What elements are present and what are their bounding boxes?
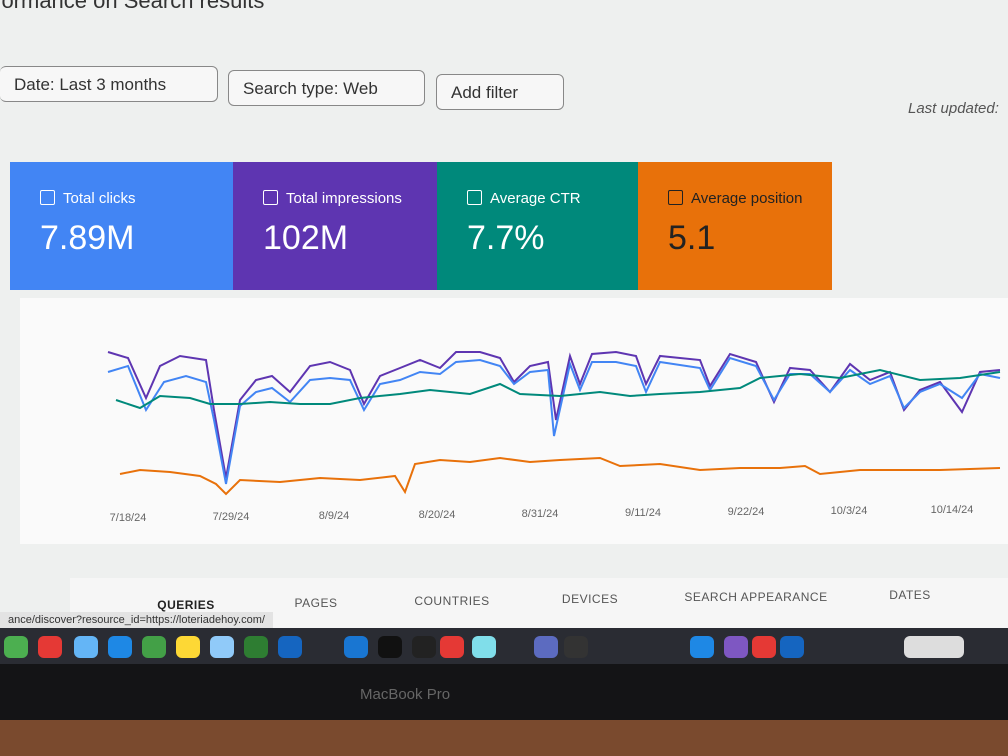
desk <box>0 720 1008 756</box>
dock-icon <box>74 636 98 658</box>
x-axis-label: 8/20/24 <box>418 509 456 521</box>
metric-value: 7.89M <box>40 219 135 257</box>
metric-label-text: Total impressions <box>286 190 402 207</box>
chart-lines <box>107 350 1001 496</box>
dock-icon <box>244 636 268 658</box>
filter-chip[interactable]: Search type: Web <box>228 70 425 106</box>
dock-icon <box>724 636 748 658</box>
dock-icon <box>440 636 464 658</box>
metric-value: 102M <box>263 219 349 257</box>
x-axis-label: 7/18/24 <box>109 512 147 524</box>
metric-label-text: Average position <box>691 190 803 207</box>
page-title: rformance on Search results <box>0 0 265 13</box>
tab[interactable]: DATES <box>889 588 931 602</box>
checkbox[interactable] <box>263 190 278 205</box>
metric-card[interactable]: Average position 5.1 <box>638 162 832 290</box>
laptop-label: MacBook Pro <box>360 686 451 703</box>
metric-card[interactable]: Total clicks 7.89M <box>10 162 233 290</box>
tab[interactable]: COUNTRIES <box>414 594 490 608</box>
dock-icon <box>210 636 234 658</box>
metric-value: 7.7% <box>467 219 545 257</box>
dock-icon <box>38 636 62 658</box>
filter-chip[interactable]: Add filter <box>436 74 564 110</box>
dock-icon <box>344 636 368 658</box>
metric-card[interactable]: Total impressions 102M <box>233 162 437 290</box>
dock-icon <box>176 636 200 658</box>
position-line <box>119 456 1001 496</box>
dock-icon <box>690 636 714 658</box>
tab[interactable]: QUERIES <box>157 598 215 612</box>
tab[interactable]: PAGES <box>294 596 338 610</box>
dock-icon <box>904 636 964 658</box>
bezel <box>0 664 1008 720</box>
checkbox[interactable] <box>668 190 683 205</box>
dock-icon <box>564 636 588 658</box>
impressions-line <box>107 350 1001 479</box>
last-updated: Last updated: <box>908 100 999 117</box>
dock-icon <box>4 636 28 658</box>
dock-icon <box>752 636 776 658</box>
x-axis-label: 7/29/24 <box>212 511 250 523</box>
tab[interactable]: DEVICES <box>561 592 619 606</box>
metric-label-text: Average CTR <box>490 190 581 207</box>
checkbox[interactable] <box>40 190 55 205</box>
dock-icon <box>412 636 436 658</box>
dock-icon <box>278 636 302 658</box>
metric-card[interactable]: Average CTR 7.7% <box>437 162 638 290</box>
browser-screen: rformance on Search results Date: Last 3… <box>0 0 1008 628</box>
filter-chip[interactable]: Date: Last 3 months <box>0 66 218 102</box>
x-axis-label: 10/3/24 <box>830 505 868 517</box>
metric-label: Total impressions <box>263 190 437 207</box>
tab[interactable]: SEARCH APPEARANCE <box>684 590 828 604</box>
status-url: ance/discover?resource_id=https://loteri… <box>0 612 273 628</box>
dock <box>0 628 1008 664</box>
metric-label: Average position <box>668 190 832 207</box>
dock-icon <box>378 636 402 658</box>
x-axis-label: 9/11/24 <box>625 507 661 519</box>
metric-label-text: Total clicks <box>63 190 136 207</box>
x-axis-label: 8/9/24 <box>318 510 350 522</box>
dock-icon <box>472 636 496 658</box>
ctr-line <box>115 368 1001 410</box>
dock-icon <box>108 636 132 658</box>
x-axis-label: 9/22/24 <box>727 506 765 518</box>
checkbox[interactable] <box>467 190 482 205</box>
x-axis-label: 10/14/24 <box>930 504 974 516</box>
chart-area <box>20 298 1008 544</box>
dock-icon <box>534 636 558 658</box>
x-axis-label: 8/31/24 <box>521 508 559 520</box>
metric-label: Average CTR <box>467 190 638 207</box>
metric-label: Total clicks <box>40 190 233 207</box>
dock-icon <box>142 636 166 658</box>
dock-icon <box>780 636 804 658</box>
metric-value: 5.1 <box>668 219 716 257</box>
